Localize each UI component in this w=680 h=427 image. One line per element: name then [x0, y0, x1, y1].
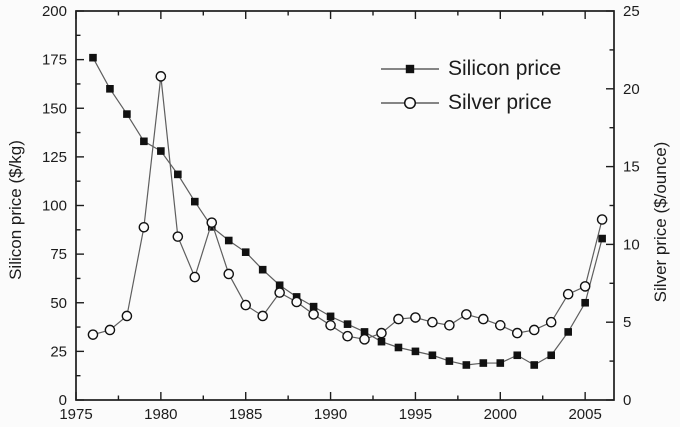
filled-square-marker — [479, 359, 488, 367]
filled-square-marker — [224, 236, 233, 245]
left-tick-label: 0 — [59, 392, 67, 409]
filled-square-marker — [411, 347, 420, 356]
open-circle-marker — [308, 309, 319, 320]
left-tick-label: 100 — [42, 198, 67, 215]
filled-square-marker — [377, 337, 386, 346]
filled-square-marker — [123, 110, 131, 118]
filled-square-marker — [496, 359, 505, 367]
left-tick-label: 150 — [42, 100, 67, 117]
right-tick-label: 25 — [623, 3, 640, 20]
open-circle-marker — [104, 324, 116, 336]
open-circle-marker — [461, 309, 472, 320]
legend-filled-square-icon — [405, 64, 415, 73]
left-tick-label: 50 — [50, 295, 67, 312]
open-circle-marker — [189, 271, 201, 283]
x-tick-label: 1990 — [314, 406, 347, 423]
open-circle-marker — [393, 313, 404, 325]
filled-square-marker — [191, 197, 199, 206]
x-tick-label: 2005 — [568, 406, 601, 423]
open-circle-marker — [121, 310, 133, 322]
filled-square-marker — [275, 281, 284, 290]
filled-square-marker — [547, 351, 556, 360]
filled-square-marker — [598, 234, 606, 243]
filled-square-marker — [140, 137, 148, 146]
open-circle-marker — [359, 334, 370, 345]
legend: Silicon price Silver price — [381, 56, 561, 115]
filled-square-marker — [530, 361, 539, 369]
x-tick-label: 1995 — [399, 406, 432, 423]
open-circle-marker — [494, 320, 506, 331]
x-tick-label: 1985 — [229, 406, 262, 423]
filled-square-marker — [513, 351, 522, 360]
series-silver-price — [87, 71, 608, 345]
open-circle-marker — [87, 329, 99, 340]
right-tick-label: 10 — [623, 236, 640, 253]
open-circle-marker — [291, 296, 302, 308]
x-tick-label: 1975 — [59, 406, 92, 423]
open-circle-marker — [223, 268, 235, 280]
legend-sample-silver-price — [381, 96, 439, 109]
filled-square-marker — [445, 357, 454, 365]
filled-square-marker — [564, 328, 572, 336]
open-circle-marker — [155, 71, 167, 82]
open-circle-marker — [511, 327, 523, 339]
open-circle-marker — [240, 299, 252, 311]
open-circle-marker — [427, 316, 438, 328]
open-circle-marker — [545, 316, 557, 328]
filled-square-marker — [174, 170, 182, 179]
x-tick-label: 1980 — [144, 406, 177, 423]
legend-item-silicon-price: Silicon price — [381, 56, 561, 81]
open-circle-marker — [478, 313, 489, 325]
legend-sample-silicon-price — [381, 64, 439, 73]
open-circle-marker — [172, 231, 184, 242]
legend-open-circle-icon — [403, 96, 417, 109]
filled-square-marker — [309, 302, 318, 311]
filled-square-marker — [394, 343, 403, 352]
open-circle-marker — [579, 281, 591, 292]
open-circle-marker — [596, 214, 608, 225]
open-circle-marker — [376, 327, 387, 339]
right-tick-label: 15 — [623, 159, 640, 176]
legend-label-silicon-price: Silicon price — [448, 56, 562, 80]
right-tick-label: 5 — [623, 314, 631, 331]
open-circle-marker — [138, 221, 150, 233]
filled-square-marker — [157, 147, 165, 155]
open-circle-marker — [206, 217, 218, 228]
axis-ticks — [75, 10, 614, 401]
legend-item-silver-price: Silver price — [381, 90, 561, 115]
filled-square-marker — [326, 312, 335, 321]
open-circle-marker — [444, 320, 455, 331]
left-tick-label: 175 — [42, 52, 67, 69]
right-tick-label: 20 — [623, 81, 640, 98]
left-tick-label: 75 — [50, 246, 67, 263]
open-circle-marker — [342, 330, 353, 342]
x-tick-label: 2000 — [484, 406, 517, 423]
left-axis-title: Silicon price ($/kg) — [6, 140, 25, 280]
filled-square-marker — [462, 361, 471, 369]
open-circle-marker — [410, 312, 421, 323]
right-axis-title: Silver price ($/ounce) — [651, 141, 670, 303]
filled-square-marker — [343, 320, 352, 328]
open-circle-marker — [325, 320, 336, 331]
legend-label-silver-price: Silver price — [448, 90, 552, 114]
left-tick-label: 200 — [42, 3, 67, 20]
filled-square-marker — [360, 328, 369, 336]
open-circle-marker — [528, 324, 540, 336]
filled-square-marker — [258, 265, 267, 274]
left-tick-label: 25 — [50, 343, 67, 360]
filled-square-marker — [581, 298, 589, 307]
open-circle-marker — [562, 288, 574, 300]
open-circle-marker — [274, 287, 285, 298]
left-tick-label: 125 — [42, 149, 67, 166]
open-circle-marker — [257, 310, 268, 322]
filled-square-marker — [106, 85, 114, 93]
right-tick-label: 0 — [623, 392, 631, 409]
filled-square-marker — [241, 248, 250, 256]
filled-square-marker — [89, 53, 97, 62]
filled-square-marker — [428, 351, 437, 360]
series-line-silver-price — [92, 76, 603, 340]
